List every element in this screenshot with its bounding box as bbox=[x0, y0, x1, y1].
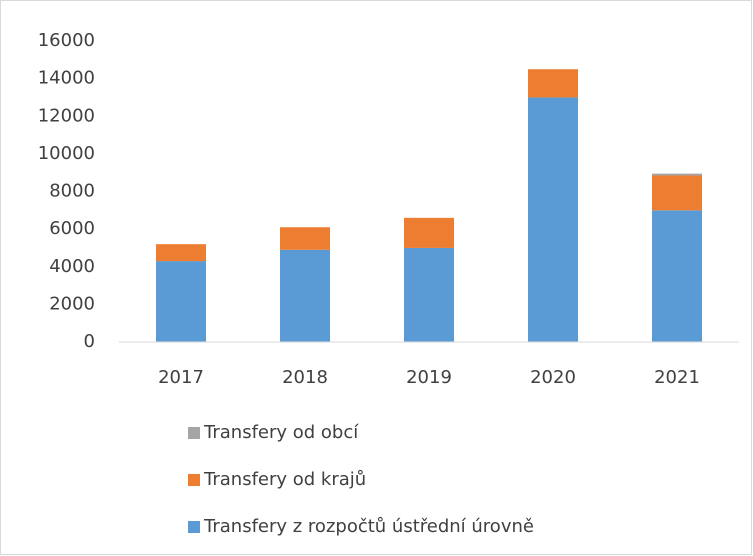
x-tick-label: 2019 bbox=[406, 367, 452, 388]
bar-segment bbox=[528, 97, 578, 342]
bar-segment bbox=[404, 247, 454, 342]
y-tick-label: 2000 bbox=[49, 293, 95, 314]
bar-segment bbox=[528, 69, 578, 98]
legend-label: Transfery od krajů bbox=[203, 469, 366, 490]
bar-segment bbox=[280, 249, 330, 342]
y-tick-label: 16000 bbox=[38, 30, 95, 51]
bar-segment bbox=[652, 175, 702, 211]
x-tick-label: 2017 bbox=[158, 367, 204, 388]
y-tick-label: 8000 bbox=[49, 181, 95, 202]
y-tick-label: 4000 bbox=[49, 256, 95, 277]
x-tick-label: 2021 bbox=[654, 367, 700, 388]
bar-segment bbox=[156, 261, 206, 342]
bar-segment bbox=[652, 173, 702, 176]
bar-segment bbox=[156, 244, 206, 262]
x-tick-label: 2018 bbox=[282, 367, 328, 388]
y-tick-label: 14000 bbox=[38, 68, 95, 89]
legend-swatch bbox=[188, 521, 200, 533]
bar-segment bbox=[280, 227, 330, 250]
legend-label: Transfery od obcí bbox=[203, 422, 359, 443]
y-tick-label: 6000 bbox=[49, 218, 95, 239]
y-tick-label: 10000 bbox=[38, 143, 95, 164]
x-tick-label: 2020 bbox=[530, 367, 576, 388]
y-tick-label: 12000 bbox=[38, 105, 95, 126]
y-tick-label: 0 bbox=[84, 331, 95, 352]
bar-segment bbox=[652, 210, 702, 342]
legend-swatch bbox=[188, 474, 200, 486]
bar-segment bbox=[404, 217, 454, 248]
legend-swatch bbox=[188, 427, 200, 439]
legend-label: Transfery z rozpočtů ústřední úrovně bbox=[203, 516, 534, 537]
